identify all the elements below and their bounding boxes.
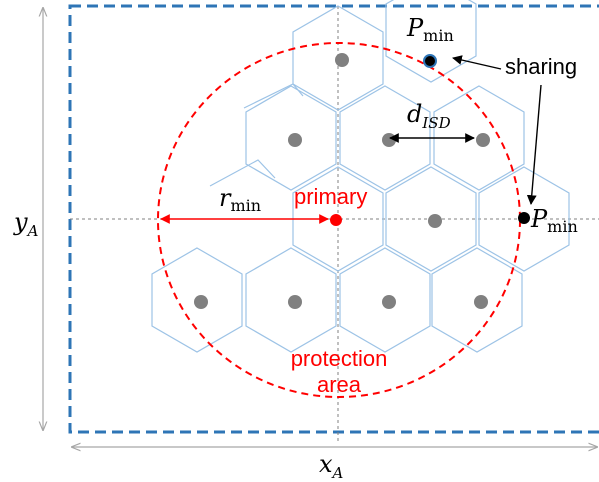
d-isd-label: dISD	[407, 100, 451, 132]
hexagonal-cell	[478, 166, 570, 272]
r-min-label: rmin	[219, 184, 261, 215]
hexagonal-cell	[385, 0, 477, 83]
partial-cell-edge	[243, 83, 304, 109]
protection-area-label-line1: protection	[291, 346, 388, 371]
hexagonal-cell	[292, 166, 384, 272]
base-station-dot	[335, 53, 349, 67]
p-min-top-label: Pmin	[406, 14, 454, 45]
sharing-label: sharing	[505, 54, 577, 79]
base-station-dot	[476, 133, 490, 147]
sharing-node-top	[423, 54, 437, 68]
sharing-arrow-top	[452, 55, 502, 70]
x-axis-label: xA	[319, 450, 344, 482]
y-axis-label: yA	[13, 208, 39, 240]
base-station-dot	[288, 133, 302, 147]
primary-label: primary	[294, 184, 367, 209]
partial-cell-edge	[209, 159, 276, 187]
hexagonal-cell	[431, 247, 523, 353]
hexagonal-cell	[151, 247, 243, 353]
sharing-arrow-right	[526, 84, 542, 205]
base-station-dot	[194, 295, 208, 309]
base-station-dot	[382, 295, 396, 309]
primary-transmitter	[330, 214, 342, 226]
base-station-dot	[382, 133, 396, 147]
base-stations	[194, 53, 490, 309]
p-min-right-label: Pmin	[530, 205, 578, 236]
sharing-node-right	[518, 212, 530, 224]
base-station-dot	[428, 214, 442, 228]
hexagonal-cell	[433, 85, 525, 191]
hexagonal-cell	[339, 247, 431, 353]
base-station-dot	[474, 295, 488, 309]
hexagonal-cell-grid	[151, 0, 570, 353]
hexagonal-cell	[292, 5, 384, 111]
protection-area-label-line2: area	[317, 372, 362, 397]
hexagonal-cell	[245, 85, 337, 191]
hexagonal-cell	[245, 247, 337, 353]
hexagonal-cell	[339, 85, 431, 191]
hexagonal-cell	[385, 166, 477, 272]
base-station-dot	[288, 295, 302, 309]
